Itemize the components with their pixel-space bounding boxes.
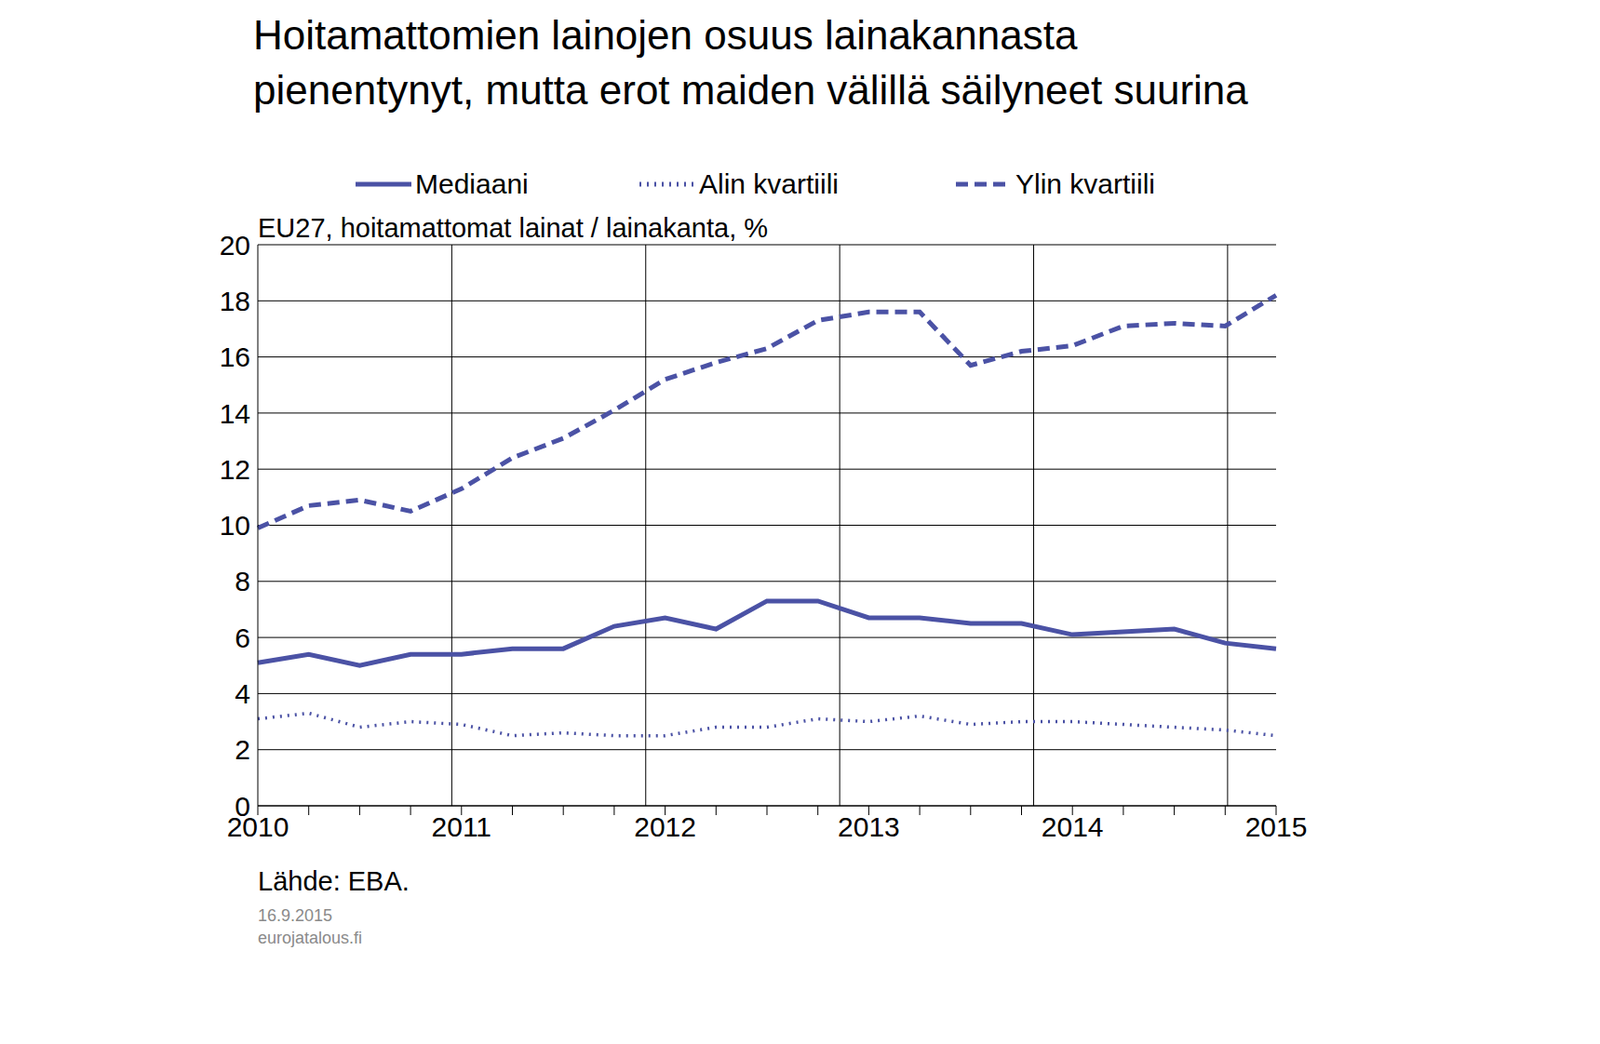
svg-text:2014: 2014	[1041, 811, 1104, 843]
svg-text:2011: 2011	[431, 811, 493, 843]
svg-text:2: 2	[234, 734, 251, 766]
html-text:Mediaani: Mediaani	[415, 168, 529, 200]
svg-text:6: 6	[234, 622, 251, 654]
svg-text:8: 8	[234, 565, 251, 597]
svg-text:16: 16	[219, 341, 251, 373]
svg-text:0: 0	[234, 791, 251, 822]
svg-text:10: 10	[219, 510, 251, 541]
svg-text:2013: 2013	[837, 811, 901, 843]
svg-text:20: 20	[219, 229, 251, 261]
svg-text:14: 14	[219, 398, 251, 430]
html-text:Alin kvartiili: Alin kvartiili	[699, 168, 839, 200]
svg-text:18: 18	[219, 285, 251, 317]
html-text:Lähde: EBA.: Lähde: EBA.	[257, 866, 410, 897]
html-text:Hoitamattomien lainojen osuus: Hoitamattomien lainojen osuus lainakanna…	[253, 12, 1248, 113]
svg-text:2012: 2012	[633, 811, 697, 843]
svg-text:4: 4	[234, 678, 251, 710]
svg-text:12: 12	[219, 454, 251, 485]
html-text:EU27, hoitamattomat lainat / l: EU27, hoitamattomat lainat / lainakanta,…	[257, 213, 768, 243]
svg-text:2010: 2010	[226, 811, 289, 843]
html-text:Ylin kvartiili: Ylin kvartiili	[1015, 168, 1156, 200]
svg-text:2015: 2015	[1245, 811, 1308, 843]
html-text:16.9.2015: 16.9.2015	[257, 906, 333, 926]
html-text:eurojatalous.fi: eurojatalous.fi	[257, 928, 363, 948]
